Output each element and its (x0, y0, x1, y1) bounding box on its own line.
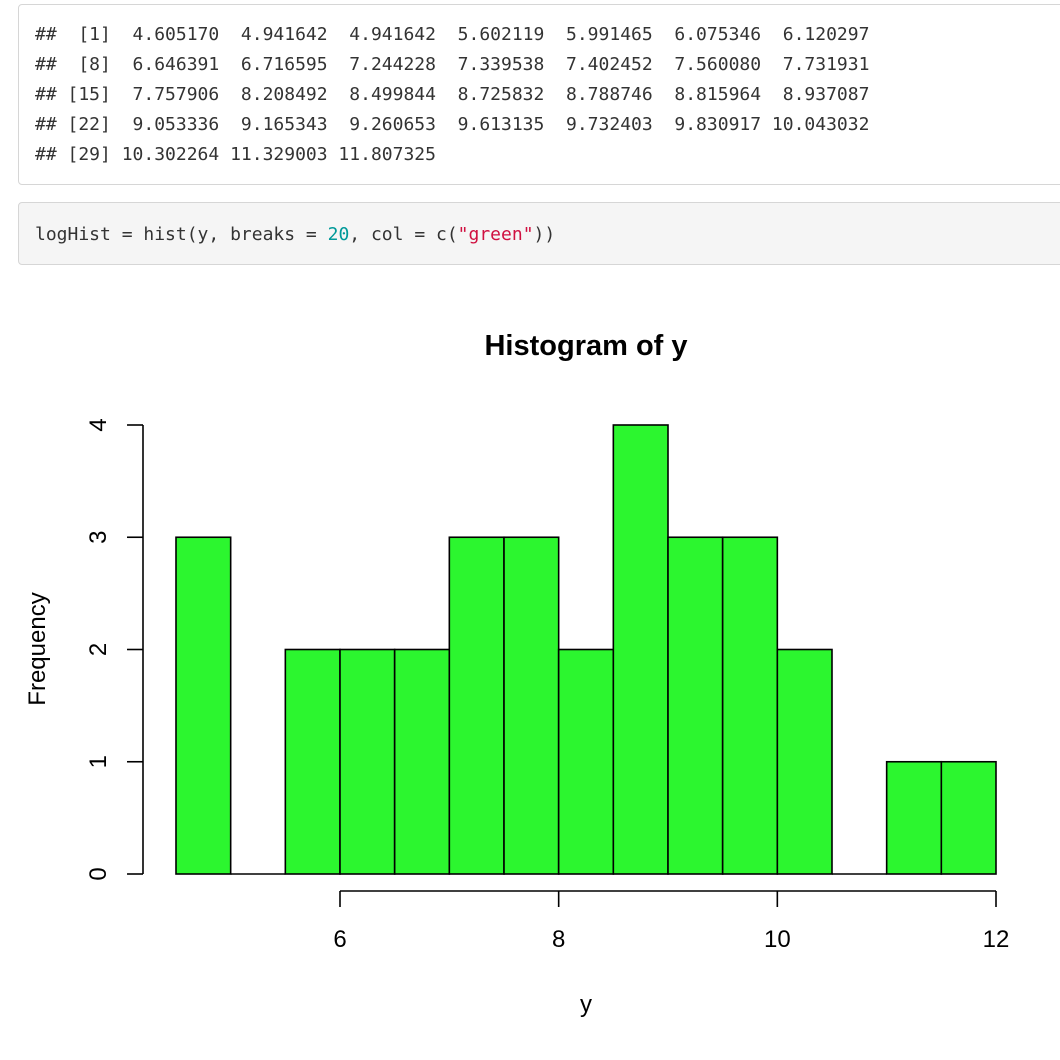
histogram-bar (284, 648, 341, 875)
code-text: logHist = hist(y, breaks = (35, 224, 328, 245)
output-line: ## [22] 9.053336 9.165343 9.260653 9.613… (35, 114, 870, 135)
y-tick-label: 4 (85, 418, 112, 431)
histogram-bar (612, 424, 669, 875)
code-string-literal: "green" (457, 224, 534, 245)
output-line: ## [15] 7.757906 8.208492 8.499844 8.725… (35, 84, 870, 105)
histogram-bar (448, 536, 505, 875)
x-tick-label: 12 (983, 926, 1010, 953)
x-tick-label: 8 (552, 926, 565, 953)
output-line: ## [1] 4.605170 4.941642 4.941642 5.6021… (35, 24, 870, 45)
x-axis: 6 8 10 12 (333, 890, 1010, 953)
code-text: )) (533, 224, 556, 245)
code-text: , col = c( (349, 224, 458, 245)
y-tick-label: 3 (85, 531, 112, 544)
console-output-block: ## [1] 4.605170 4.941642 4.941642 5.6021… (18, 4, 1060, 185)
histogram-bars (175, 424, 997, 875)
histogram-bar (175, 536, 232, 875)
y-axis-label: Frequency (24, 592, 51, 705)
y-axis: 0 1 2 3 4 (85, 418, 144, 881)
x-tick-label: 10 (764, 926, 791, 953)
histogram-bar (721, 536, 779, 875)
chart-title: Histogram of y (484, 330, 687, 362)
histogram-bar (393, 648, 451, 875)
y-tick-label: 0 (85, 867, 112, 880)
code-number-literal: 20 (327, 224, 350, 245)
y-tick-label: 1 (85, 755, 112, 768)
histogram-bar (667, 536, 724, 875)
histogram-bar (940, 760, 997, 875)
x-axis-label: y (580, 991, 592, 1018)
output-line: ## [8] 6.646391 6.716595 7.244228 7.3395… (35, 54, 870, 75)
histogram-bar (885, 760, 943, 875)
y-tick-label: 2 (85, 643, 112, 656)
histogram-bar (776, 648, 833, 875)
histogram-bar (339, 648, 396, 875)
output-line: ## [29] 10.302264 11.329003 11.807325 (35, 144, 436, 165)
code-chunk: logHist = hist(y, breaks = 20, col = c("… (18, 202, 1060, 265)
histogram-bar (557, 648, 615, 875)
x-tick-label: 6 (333, 926, 346, 953)
histogram-bar (503, 536, 560, 875)
